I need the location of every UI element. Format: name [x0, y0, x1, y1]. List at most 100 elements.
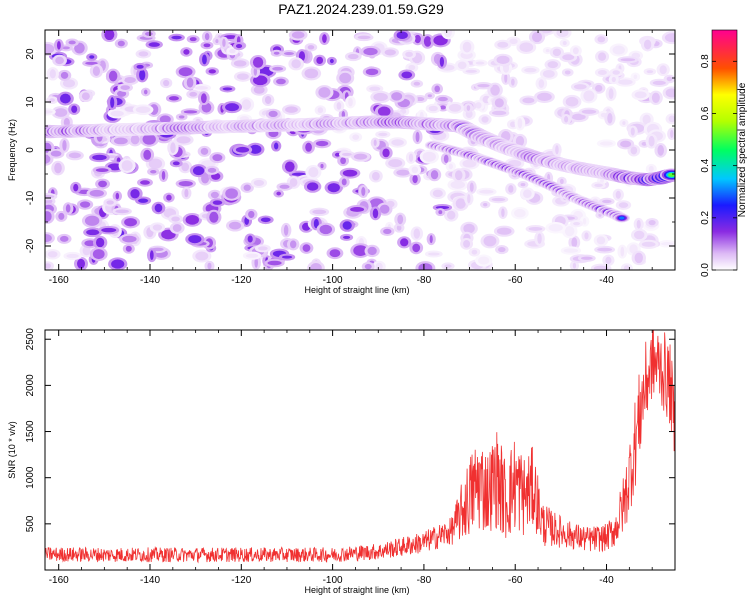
heatmap-cell — [178, 181, 193, 187]
heatmap-cell — [564, 116, 569, 123]
heatmap-cell — [388, 159, 403, 168]
heatmap-cell — [342, 235, 351, 239]
heatmap-cell — [148, 42, 160, 47]
heatmap-cell — [478, 256, 490, 265]
heatmap-cell — [641, 241, 656, 247]
heatmap-cell — [341, 152, 352, 157]
heatmap-cell — [186, 77, 194, 88]
heatmap-cell — [313, 218, 319, 229]
x-tick-label: -40 — [599, 275, 614, 286]
heatmap-cell — [620, 58, 636, 62]
heatmap-cell — [276, 191, 281, 196]
heatmap-cell — [465, 69, 478, 73]
heatmap-cell — [195, 251, 209, 261]
heatmap-cell — [319, 224, 333, 235]
heatmap-cell — [434, 85, 441, 93]
heatmap-cell — [183, 49, 190, 55]
heatmap-cell — [383, 228, 392, 235]
heatmap-cell — [348, 97, 353, 107]
heatmap-cell — [581, 109, 597, 114]
heatmap-cell — [427, 252, 440, 256]
heatmap-cell — [192, 166, 205, 176]
heatmap-cell — [444, 30, 452, 38]
heatmap-cell — [329, 249, 341, 258]
heatmap-cell — [304, 68, 319, 79]
ridge-cell — [619, 216, 625, 220]
colorbar-tick-label: 0.8 — [700, 54, 711, 68]
heatmap-cell — [573, 84, 587, 90]
heatmap-cell — [633, 230, 645, 240]
heatmap-cell — [85, 61, 98, 65]
heatmap-cell — [139, 69, 146, 81]
heatmap-cell — [86, 229, 100, 236]
heatmap-cell — [212, 200, 223, 205]
heatmap-cell — [509, 121, 516, 128]
heatmap-cell — [384, 49, 396, 56]
y-tick-label: 1500 — [25, 420, 36, 443]
heatmap-cell — [595, 84, 603, 92]
heatmap-cell — [207, 167, 217, 173]
y-tick-label: 1000 — [25, 466, 36, 489]
heatmap-cell — [400, 238, 409, 247]
x-tick-label: -100 — [323, 575, 343, 586]
heatmap-cell — [463, 240, 471, 248]
heatmap-cell — [73, 183, 79, 192]
heatmap-cell — [508, 185, 514, 193]
heatmap-cell — [59, 235, 69, 242]
heatmap-cell — [623, 265, 630, 270]
heatmap-cell — [379, 204, 390, 214]
heatmap-cell — [253, 179, 265, 186]
heatmap-cell — [365, 68, 379, 76]
heatmap-cell — [412, 243, 421, 253]
heatmap-cell — [444, 264, 452, 268]
heatmap-cell — [413, 228, 421, 239]
heatmap-cell — [225, 103, 240, 112]
heatmap-cell — [148, 158, 163, 169]
heatmap-cell — [659, 65, 667, 75]
heatmap-cell — [552, 48, 562, 57]
colorbar-tick-label: 0.0 — [700, 263, 711, 277]
heatmap-cell — [289, 178, 298, 187]
heatmap-cell — [320, 163, 324, 169]
heatmap-cell — [45, 194, 55, 199]
heatmap-cell — [620, 246, 625, 257]
heatmap-cell — [352, 134, 360, 140]
heatmap-cell — [185, 214, 199, 225]
heatmap-cell — [573, 221, 581, 226]
heatmap-cell — [564, 70, 571, 75]
heatmap-cell — [71, 105, 78, 113]
heatmap-cell — [418, 263, 433, 270]
heatmap-cell — [462, 159, 477, 168]
heatmap-cell — [372, 208, 379, 219]
heatmap-cell — [273, 51, 280, 55]
heatmap-cell — [515, 135, 525, 147]
spectrogram-y-label: Frequency (Hz) — [7, 119, 17, 181]
heatmap-cell — [120, 85, 130, 90]
heatmap-cell — [208, 69, 216, 74]
heatmap-cell — [670, 129, 674, 138]
heatmap-cell — [668, 115, 675, 123]
x-tick-label: -120 — [231, 575, 251, 586]
heatmap-cell — [522, 97, 535, 104]
heatmap-cell — [121, 160, 133, 171]
heatmap-cell — [95, 168, 109, 173]
heatmap-cell — [107, 163, 123, 171]
heatmap-cell — [154, 203, 163, 213]
heatmap-cell — [666, 76, 673, 82]
heatmap-cell — [56, 41, 61, 50]
heatmap-cell — [353, 245, 368, 256]
heatmap-cell — [494, 98, 504, 108]
snr-frame — [44, 329, 676, 571]
heatmap-cell — [415, 96, 425, 102]
heatmap-cell — [291, 59, 301, 69]
heatmap-cell — [98, 180, 107, 188]
heatmap-cell — [228, 221, 242, 230]
x-tick-label: -40 — [599, 575, 614, 586]
heatmap-cell — [327, 183, 340, 193]
heatmap-cell — [612, 45, 625, 55]
heatmap-cell — [247, 235, 253, 243]
heatmap-cell — [74, 42, 85, 54]
heatmap-cell — [427, 94, 432, 98]
heatmap-cell — [200, 147, 209, 155]
